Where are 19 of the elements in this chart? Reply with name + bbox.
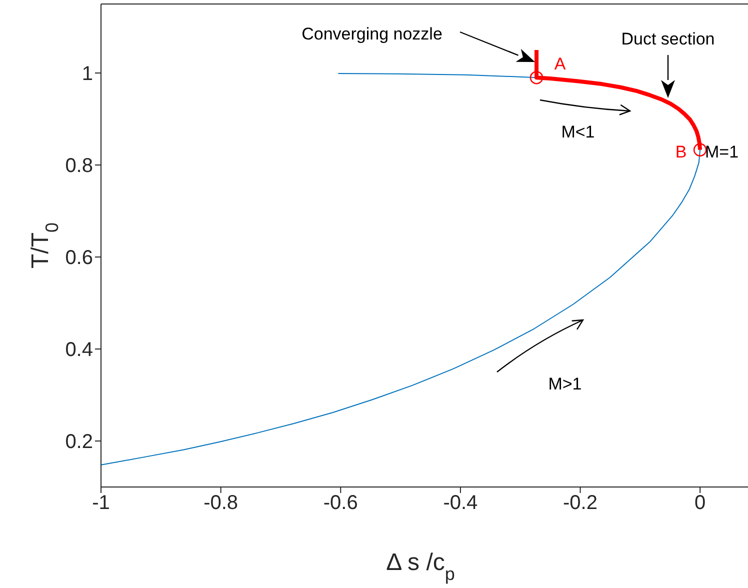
- x-tick-label: -0.4: [443, 492, 478, 514]
- annotation: M=1: [705, 142, 739, 162]
- y-tick-label: 0.8: [65, 155, 93, 178]
- x-tick-label: 0: [694, 492, 706, 514]
- x-tick-label: -0.2: [563, 492, 598, 514]
- y-tick-label: 0.4: [65, 339, 93, 362]
- y-tick-label: 0.6: [65, 247, 93, 270]
- annotation: A: [554, 54, 566, 74]
- x-tick-label: -1: [92, 492, 110, 514]
- y-tick-label: 0.2: [65, 431, 93, 454]
- annotation: M>1: [548, 374, 582, 394]
- annotation: Duct section: [621, 29, 715, 48]
- annotation: Converging nozzle: [302, 24, 442, 44]
- annotation: M<1: [561, 122, 595, 142]
- x-tick-label: -0.6: [323, 492, 358, 514]
- x-tick-label: -0.8: [204, 492, 238, 514]
- y-tick-label: 1: [82, 63, 93, 86]
- annotation: B: [675, 142, 687, 162]
- x-axis-title: Δ s /c$_{p}$: [386, 549, 455, 584]
